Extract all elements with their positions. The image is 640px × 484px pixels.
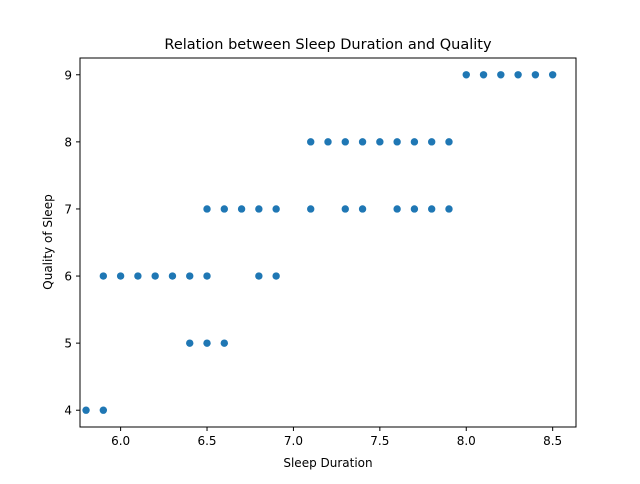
data-point xyxy=(410,205,419,213)
data-point xyxy=(531,71,540,79)
data-point xyxy=(393,205,401,213)
y-tick-label: 4 xyxy=(64,404,72,418)
y-tick-label: 8 xyxy=(64,135,72,149)
data-point xyxy=(341,205,349,213)
data-point xyxy=(410,138,419,146)
x-tick-label: 6.5 xyxy=(197,434,216,448)
y-axis-label: Quality of Sleep xyxy=(41,194,55,289)
data-point xyxy=(376,138,384,146)
x-axis-label: Sleep Duration xyxy=(283,456,372,470)
data-point xyxy=(237,205,246,213)
data-point xyxy=(548,71,557,79)
data-point xyxy=(203,205,211,213)
data-point xyxy=(479,71,488,79)
data-point xyxy=(186,272,194,280)
data-point xyxy=(99,406,108,414)
data-point xyxy=(445,138,453,146)
data-point xyxy=(427,138,436,146)
data-point xyxy=(134,272,142,280)
x-tick-label: 6.0 xyxy=(111,434,130,448)
plot-frame xyxy=(79,57,577,428)
data-point xyxy=(255,272,263,280)
data-point xyxy=(514,71,522,79)
x-tick-label: 7.5 xyxy=(370,434,389,448)
y-tick-label: 6 xyxy=(64,270,72,284)
data-point xyxy=(427,205,436,213)
data-point xyxy=(272,205,280,213)
data-point xyxy=(168,272,177,280)
data-point xyxy=(272,272,280,280)
chart-title: Relation between Sleep Duration and Qual… xyxy=(164,37,492,53)
data-point xyxy=(220,205,229,213)
points-layer xyxy=(82,71,557,414)
data-point xyxy=(497,71,505,79)
data-point xyxy=(324,138,332,146)
x-ticks: 6.0 6.5 7.0 7.5 8.0 8.5 xyxy=(111,427,562,448)
x-tick-label: 7.0 xyxy=(284,434,303,448)
data-point xyxy=(393,138,401,146)
y-ticks: 4 5 6 7 8 9 xyxy=(64,68,80,418)
data-point xyxy=(462,71,470,79)
data-point xyxy=(220,339,229,347)
data-point xyxy=(255,205,263,213)
data-point xyxy=(341,138,349,146)
x-tick-label: 8.5 xyxy=(543,434,562,448)
y-tick-label: 9 xyxy=(64,68,72,82)
data-point xyxy=(82,406,90,414)
data-point xyxy=(307,138,315,146)
data-point xyxy=(307,205,315,213)
data-point xyxy=(186,339,194,347)
data-point xyxy=(358,138,367,146)
data-point xyxy=(151,272,159,280)
data-point xyxy=(99,272,108,280)
data-point xyxy=(203,272,211,280)
y-tick-label: 7 xyxy=(64,202,72,216)
x-tick-label: 8.0 xyxy=(457,434,476,448)
data-point xyxy=(116,272,125,280)
y-tick-label: 5 xyxy=(64,337,72,351)
data-point xyxy=(203,339,211,347)
data-point xyxy=(445,205,453,213)
data-point xyxy=(358,205,367,213)
